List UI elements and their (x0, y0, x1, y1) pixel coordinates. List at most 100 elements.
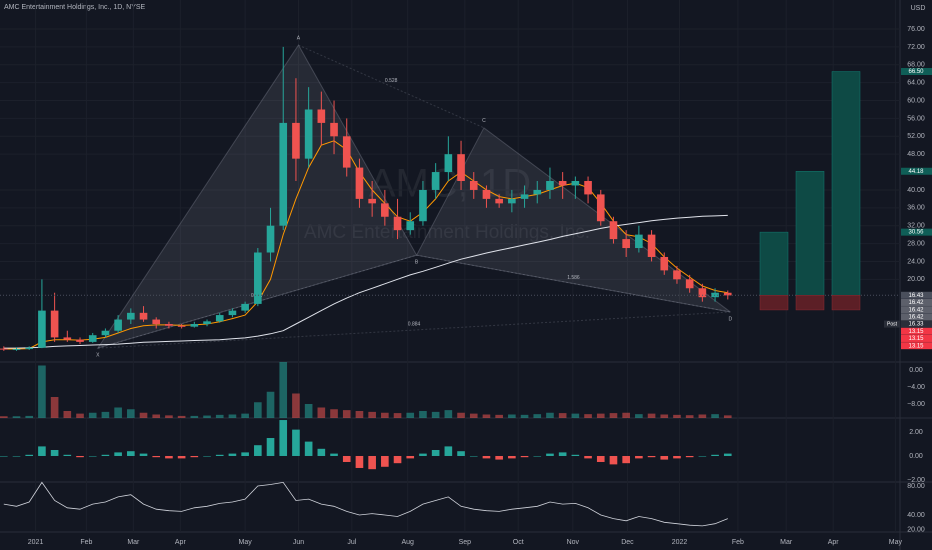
volume-bar (0, 416, 8, 418)
price-badge-label: 44.18 (908, 169, 924, 175)
candle-body (431, 172, 440, 190)
macd-bar (152, 455, 161, 458)
target-zone (759, 231, 789, 296)
candle-body (381, 203, 389, 217)
candle-body (203, 321, 211, 325)
candle-body (419, 189, 427, 222)
volume-bar (457, 412, 465, 418)
pattern-leg (416, 254, 731, 313)
macd-bar (114, 452, 122, 456)
candle-body (317, 109, 326, 123)
volume-bar (419, 411, 427, 418)
macd-bar (495, 455, 503, 460)
rsi-line (3, 481, 728, 527)
volume-bar (228, 414, 237, 418)
volume-bar (101, 411, 110, 418)
volume-bar (304, 404, 313, 418)
volume-bar (63, 411, 72, 418)
volume-bar (723, 415, 732, 418)
candle-body (546, 181, 554, 190)
macd-bar (355, 455, 364, 468)
volume-bar (444, 410, 453, 418)
volume-bar (279, 362, 288, 418)
volume-bar (533, 414, 542, 418)
macd-bar (431, 450, 440, 456)
pattern-point-label: C (482, 118, 486, 124)
macd-bar (482, 455, 491, 459)
macd-bar (660, 455, 669, 460)
volume-bar (660, 414, 669, 418)
macd-bar (723, 453, 732, 456)
macd-bar (469, 455, 478, 457)
macd-bar (88, 455, 97, 457)
y-tick-label: 56.00 (907, 115, 925, 122)
macd-bar (241, 452, 249, 456)
y-tick-label: 28.00 (907, 240, 925, 247)
volume-bar (330, 409, 338, 418)
volume-bar (647, 413, 656, 418)
y-tick-label: 68.00 (907, 62, 925, 69)
x-tick-label: Apr (828, 539, 840, 546)
volume-bar (355, 411, 364, 418)
pattern-point-label: B (415, 260, 419, 266)
candle-body (241, 303, 249, 311)
candle-body (723, 292, 732, 296)
macd-bar (63, 454, 72, 456)
y-tick-label: 36.00 (907, 205, 925, 212)
x-tick-label: Oct (513, 539, 524, 546)
candle-body (520, 194, 529, 199)
pattern-leg (298, 44, 485, 129)
candle-body (393, 216, 402, 231)
candle-body (622, 239, 630, 249)
x-tick-label: Dec (621, 539, 634, 546)
candle-body (660, 256, 669, 271)
y-tick-label: 60.00 (907, 97, 925, 104)
volume-bar (114, 407, 122, 418)
y-tick-label: −4.00 (907, 384, 925, 391)
volume-bar (317, 407, 326, 418)
macd-bar (0, 455, 8, 457)
macd-bar (596, 455, 605, 462)
volume-bar (558, 413, 567, 418)
candle-body (571, 181, 580, 186)
post-badge (884, 320, 900, 328)
volume-bar (127, 409, 135, 418)
macd-bar (25, 454, 34, 456)
pattern-leg (97, 254, 417, 349)
volume-bar (546, 412, 554, 418)
candle-body (279, 122, 288, 226)
macd-bar (533, 455, 542, 457)
volume-bar (25, 415, 34, 418)
y-tick-label: 2.00 (909, 429, 923, 436)
candle-body (50, 310, 59, 338)
pattern-point-label: X (96, 352, 100, 358)
volume-bar (596, 413, 605, 418)
candle-body (711, 292, 719, 298)
candle-body (254, 252, 262, 304)
candle-body (304, 109, 313, 159)
candle-body (63, 337, 72, 340)
moving-average (3, 140, 728, 350)
volume-bar (292, 393, 300, 418)
volume-bar (622, 412, 630, 418)
stop-zone (831, 295, 861, 311)
volume-bar (673, 414, 681, 418)
macd-bar (647, 455, 656, 458)
x-tick-label: Sep (459, 539, 472, 546)
macd-bar (304, 441, 313, 456)
x-tick-label: Apr (175, 539, 187, 546)
candle-body (25, 347, 34, 350)
macd-bar (546, 453, 554, 456)
price-badge (901, 342, 932, 350)
volume-bar (177, 415, 186, 418)
volume-bar (571, 413, 580, 418)
candle-body (609, 221, 618, 240)
y-tick-label: 20.00 (907, 276, 925, 283)
price-badge-label: 16.42 (908, 307, 924, 313)
candle-body (266, 225, 275, 253)
macd-bar (368, 455, 376, 470)
target-zone (795, 171, 825, 296)
volume-bar (685, 415, 694, 418)
volume-bar (241, 413, 249, 418)
pattern-ratio: 0.884 (408, 321, 421, 327)
